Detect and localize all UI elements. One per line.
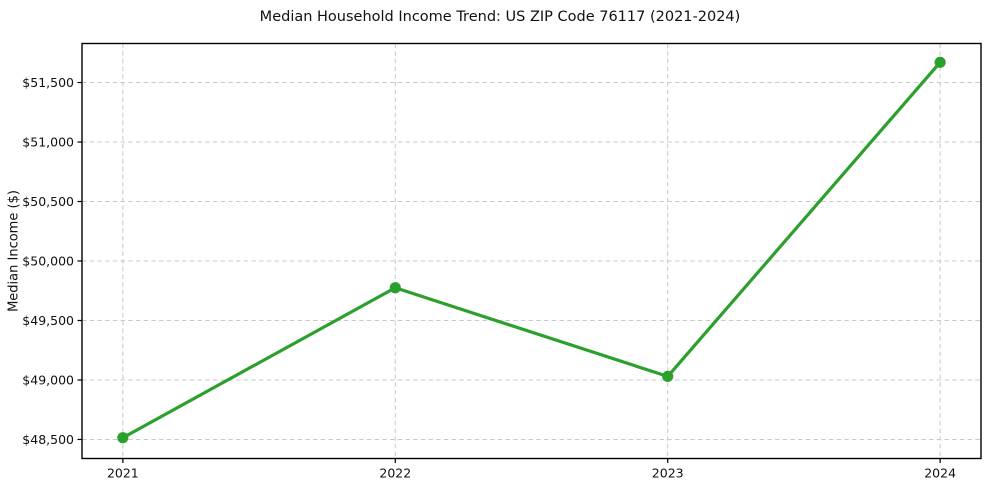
y-tick-label: $50,000 [22,253,74,268]
y-tick-label: $49,000 [22,372,74,387]
chart-title: Median Household Income Trend: US ZIP Co… [259,9,741,25]
x-tick-label: 2024 [924,466,956,481]
x-tick-label: 2023 [652,466,684,481]
data-point-2024 [934,56,946,68]
y-tick-label: $50,500 [22,194,74,209]
income-trend-line [121,60,942,440]
x-tick-label: 2021 [107,466,139,481]
plot-border [81,42,982,460]
y-tick-label: $49,500 [22,313,74,328]
y-tick-label: $51,000 [22,134,74,149]
y-tick-label: $48,500 [22,432,74,447]
x-tick-label: 2022 [379,466,411,481]
y-tick-label: $51,500 [22,75,74,90]
data-point-2023 [662,370,674,383]
data-point-2022 [389,282,401,294]
data-point-2021 [117,432,129,444]
